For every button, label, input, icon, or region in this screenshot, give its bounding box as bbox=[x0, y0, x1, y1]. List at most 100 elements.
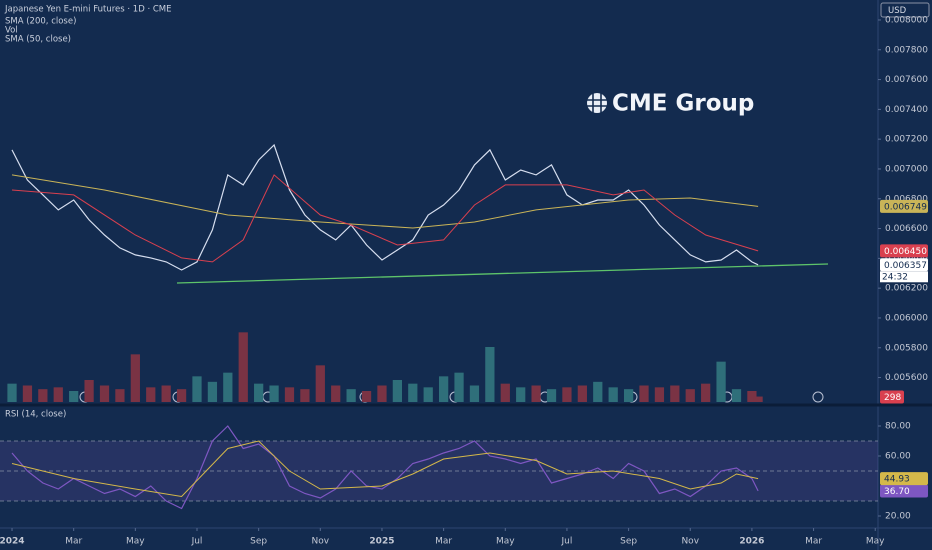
last-value-label: 0.006357 bbox=[884, 261, 927, 271]
volume-bar bbox=[238, 332, 248, 402]
volume-bar bbox=[38, 389, 48, 402]
volume-bar bbox=[485, 347, 495, 402]
y-tick-label: 0.005600 bbox=[885, 373, 928, 383]
volume-bar bbox=[254, 383, 264, 402]
x-tick-label: Mar bbox=[805, 537, 822, 547]
x-tick-label: May bbox=[126, 537, 145, 547]
rsi-band bbox=[0, 441, 878, 501]
indicator-label: Vol bbox=[5, 26, 18, 36]
logo-text: CME Group bbox=[612, 91, 754, 117]
volume-bar bbox=[654, 387, 665, 402]
last-value-label: 44.93 bbox=[884, 475, 910, 485]
last-value-label-box bbox=[880, 484, 928, 498]
x-tick-label: Mar bbox=[435, 537, 452, 547]
x-tick-label: Jul bbox=[561, 537, 573, 547]
volume-bar bbox=[639, 385, 649, 402]
y-tick-label: 0.006200 bbox=[885, 284, 928, 294]
y-tick-label: 0.006800 bbox=[885, 194, 928, 204]
y-tick-label: 0.006000 bbox=[885, 313, 928, 323]
x-tick-label: 2024 bbox=[0, 537, 25, 547]
volume-label: 298 bbox=[884, 393, 901, 403]
volume-bar bbox=[753, 396, 763, 402]
currency-button[interactable] bbox=[880, 2, 930, 18]
y-tick-label: 0.007000 bbox=[885, 164, 928, 174]
volume-bar bbox=[331, 385, 341, 402]
y-tick-label: 0.007200 bbox=[885, 135, 928, 145]
x-tick-label: May bbox=[496, 537, 515, 547]
volume-bar bbox=[84, 380, 94, 402]
y-tick-label: 0.007400 bbox=[885, 105, 928, 115]
volume-bar bbox=[716, 361, 726, 402]
price-line bbox=[11, 143, 759, 271]
y-tick-label: 0.007800 bbox=[885, 45, 928, 55]
volume-bar bbox=[361, 391, 372, 402]
indicator-line bbox=[11, 440, 759, 498]
header: Japanese Yen E-mini Futures · 1D · CME S… bbox=[4, 5, 172, 45]
volume-bar bbox=[7, 383, 17, 402]
volume-bar bbox=[469, 385, 480, 402]
volume-bar bbox=[747, 391, 757, 402]
volume-bar bbox=[454, 372, 464, 402]
x-tick-label: Jul bbox=[191, 537, 203, 547]
volume-bar bbox=[269, 385, 279, 402]
x-tick-label: Sep bbox=[620, 537, 637, 547]
volume-bar bbox=[22, 385, 33, 402]
volume-bar bbox=[562, 387, 572, 402]
x-tick-label: 2025 bbox=[369, 537, 394, 547]
volume-bar bbox=[701, 383, 711, 402]
volume-bar bbox=[346, 389, 356, 402]
rsi-title: RSI (14, close) bbox=[5, 410, 66, 420]
volume-bar bbox=[284, 387, 295, 402]
x-tick-label: Sep bbox=[250, 537, 267, 547]
trend-line bbox=[176, 263, 829, 284]
logo: CME Group bbox=[587, 91, 754, 117]
volume-bar bbox=[315, 365, 325, 402]
volume-bar bbox=[685, 389, 695, 402]
countdown: 24:32 bbox=[882, 272, 908, 282]
volume-bar bbox=[53, 387, 63, 402]
volume-bar bbox=[623, 389, 634, 402]
logo-globe-lines bbox=[587, 93, 607, 113]
volume-bar bbox=[192, 376, 202, 402]
volume-bar bbox=[69, 391, 79, 402]
last-value-label-box bbox=[880, 258, 928, 272]
y-tick-label: 0.005800 bbox=[885, 343, 928, 353]
volume-bar bbox=[531, 385, 541, 402]
volume-bar bbox=[670, 385, 680, 402]
volume-bar bbox=[546, 389, 557, 402]
volume-bar bbox=[423, 387, 433, 402]
y-tick-label: 0.008000 bbox=[885, 15, 928, 25]
x-tick-label: May bbox=[866, 537, 885, 547]
volume-bar bbox=[392, 380, 403, 402]
volume-bar bbox=[176, 389, 187, 402]
indicator-line bbox=[11, 174, 759, 229]
currency-label[interactable]: USD bbox=[888, 6, 907, 16]
volume-bar bbox=[731, 389, 742, 402]
volume-bar bbox=[608, 387, 618, 402]
volume-bar bbox=[300, 389, 310, 402]
indicator-label: SMA (50, close) bbox=[5, 35, 71, 45]
x-tick-label: Mar bbox=[65, 537, 82, 547]
volume-bar bbox=[516, 387, 526, 402]
volume-bar bbox=[593, 381, 603, 402]
volume-bar bbox=[99, 385, 110, 402]
volume-bar bbox=[207, 381, 218, 402]
last-value-label-box bbox=[880, 199, 928, 213]
symbol-title: Japanese Yen E-mini Futures · 1D · CME bbox=[4, 5, 172, 15]
y-tick-label: 20.00 bbox=[885, 512, 911, 522]
last-value-label-box bbox=[880, 244, 928, 258]
last-value-label: 0.006749 bbox=[884, 202, 927, 212]
event-marker[interactable] bbox=[812, 391, 824, 403]
volume-bar bbox=[377, 385, 387, 402]
volume-bar bbox=[115, 389, 125, 402]
volume-bar bbox=[408, 383, 418, 402]
volume-bar bbox=[146, 387, 156, 402]
price-line bbox=[11, 425, 759, 510]
volume-label-box bbox=[880, 390, 904, 404]
last-value-label: 0.006450 bbox=[884, 247, 927, 257]
y-tick-label: 0.006600 bbox=[885, 224, 928, 234]
volume-bar bbox=[130, 354, 140, 402]
x-tick-label: Nov bbox=[681, 537, 699, 547]
